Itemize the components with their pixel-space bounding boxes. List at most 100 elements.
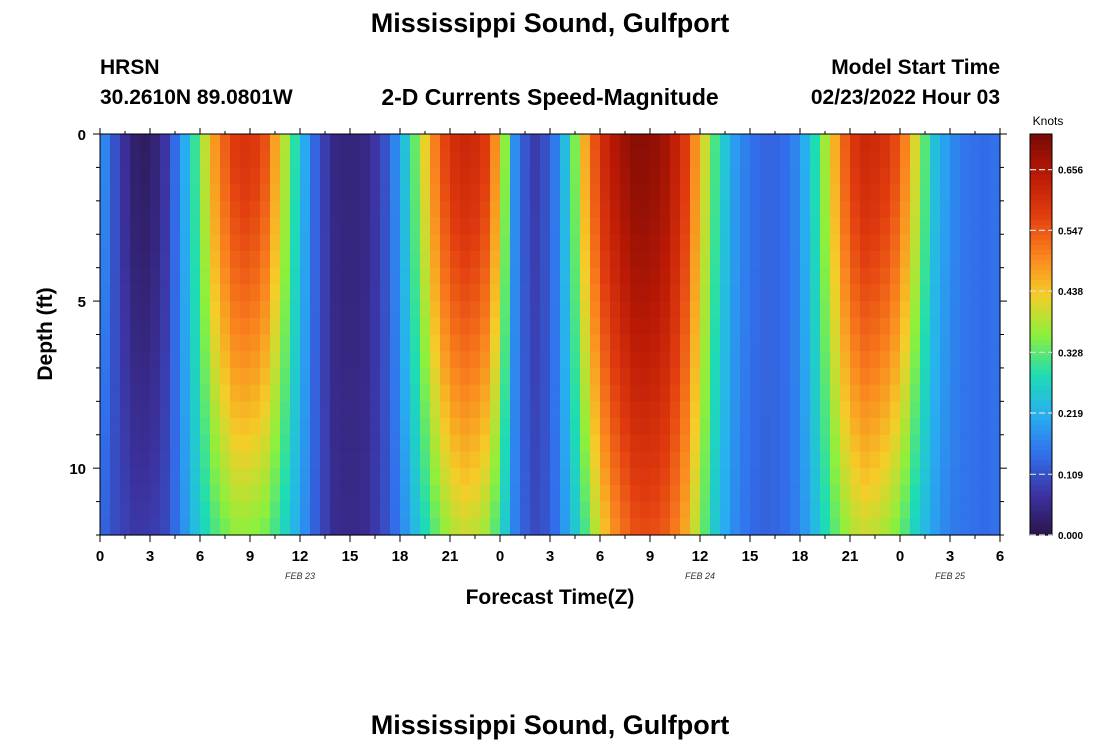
heatmap-cell (760, 150, 771, 169)
colorbar-segment (1030, 484, 1052, 491)
heatmap-cell (620, 351, 631, 369)
heatmap-cell (490, 384, 501, 402)
heatmap-cell (960, 501, 971, 519)
heatmap-cell (180, 217, 191, 235)
heatmap-cell (630, 468, 641, 486)
heatmap-cell (650, 250, 661, 269)
heatmap-cell (530, 351, 541, 369)
heatmap-cell (260, 351, 271, 369)
heatmap-cell (730, 234, 741, 252)
heatmap-cell (900, 434, 911, 453)
heatmap-cell (810, 434, 821, 453)
heatmap-cell (870, 484, 881, 503)
heatmap-cell (580, 267, 591, 285)
heatmap-cell (770, 267, 781, 285)
heatmap-cell (160, 501, 171, 519)
heatmap-cell (570, 200, 581, 219)
heatmap-cell (710, 384, 721, 402)
heatmap-cell (130, 284, 141, 302)
heatmap-cell (320, 518, 331, 536)
heatmap-cell (540, 184, 551, 202)
heatmap-cell (620, 501, 631, 519)
heatmap-cell (370, 384, 381, 402)
heatmap-cell (370, 501, 381, 519)
heatmap-cell (570, 484, 581, 503)
heatmap-cell (600, 451, 611, 469)
heatmap-cell (300, 284, 311, 302)
heatmap-cell (720, 284, 731, 302)
heatmap-cell (980, 284, 991, 302)
heatmap-cell (110, 301, 121, 319)
heatmap-cell (580, 451, 591, 469)
colorbar-segment (1030, 289, 1052, 295)
heatmap-cell (140, 384, 151, 402)
heatmap-cell (710, 234, 721, 252)
heatmap-cell (150, 317, 161, 336)
heatmap-cell (720, 267, 731, 285)
heatmap-cell (820, 434, 831, 453)
heatmap-cell (350, 250, 361, 269)
colorbar-segment (1030, 354, 1052, 361)
heatmap-cell (480, 184, 491, 202)
heatmap-cell (410, 134, 421, 152)
heatmap-cell (930, 518, 941, 536)
heatmap-cell (270, 518, 281, 536)
heatmap-cell (630, 134, 641, 152)
heatmap-cell (500, 468, 511, 486)
heatmap-cell (130, 401, 141, 419)
heatmap-cell (680, 267, 691, 285)
heatmap-cell (310, 167, 321, 185)
heatmap-cell (460, 484, 471, 503)
heatmap-cell (470, 301, 481, 319)
heatmap-cell (770, 401, 781, 419)
heatmap-cell (390, 468, 401, 486)
heatmap-cell (760, 184, 771, 202)
heatmap-cell (400, 334, 411, 352)
heatmap-cell (560, 217, 571, 235)
heatmap-cell (810, 301, 821, 319)
heatmap-cell (710, 267, 721, 285)
heatmap-cell (820, 301, 831, 319)
heatmap-cell (500, 434, 511, 453)
heatmap-cell (600, 367, 611, 386)
heatmap-cell (550, 301, 561, 319)
heatmap-cell (530, 167, 541, 185)
heatmap-cell (730, 518, 741, 536)
heatmap-cell (910, 401, 921, 419)
heatmap-cell (910, 484, 921, 503)
heatmap-cell (470, 250, 481, 269)
heatmap-cell (970, 184, 981, 202)
heatmap-cell (630, 150, 641, 169)
heatmap-cell (300, 468, 311, 486)
heatmap-cell (890, 317, 901, 336)
heatmap-cell (620, 384, 631, 402)
heatmap-cell (750, 468, 761, 486)
heatmap-cell (170, 301, 181, 319)
heatmap-cell (580, 200, 591, 219)
heatmap-cell (590, 167, 601, 185)
heatmap-cell (370, 200, 381, 219)
heatmap-cell (510, 284, 521, 302)
heatmap-cell (770, 367, 781, 386)
heatmap-cell (990, 200, 1001, 219)
colorbar-segment (1030, 269, 1052, 275)
heatmap-cell (130, 518, 141, 536)
heatmap-cell (950, 367, 961, 386)
heatmap-cell (820, 234, 831, 252)
heatmap-cell (980, 367, 991, 386)
heatmap-cell (900, 317, 911, 336)
heatmap-cell (750, 351, 761, 369)
heatmap-cell (520, 250, 531, 269)
heatmap-cell (600, 301, 611, 319)
heatmap-cell (830, 518, 841, 536)
heatmap-cell (660, 484, 671, 503)
heatmap-cell (660, 234, 671, 252)
heatmap-cell (570, 317, 581, 336)
heatmap-cell (600, 234, 611, 252)
heatmap-cell (570, 501, 581, 519)
heatmap-cell (720, 167, 731, 185)
heatmap-cell (130, 217, 141, 235)
heatmap-cell (390, 250, 401, 269)
x-tick-label: 12 (692, 548, 709, 565)
heatmap-cell (330, 484, 341, 503)
